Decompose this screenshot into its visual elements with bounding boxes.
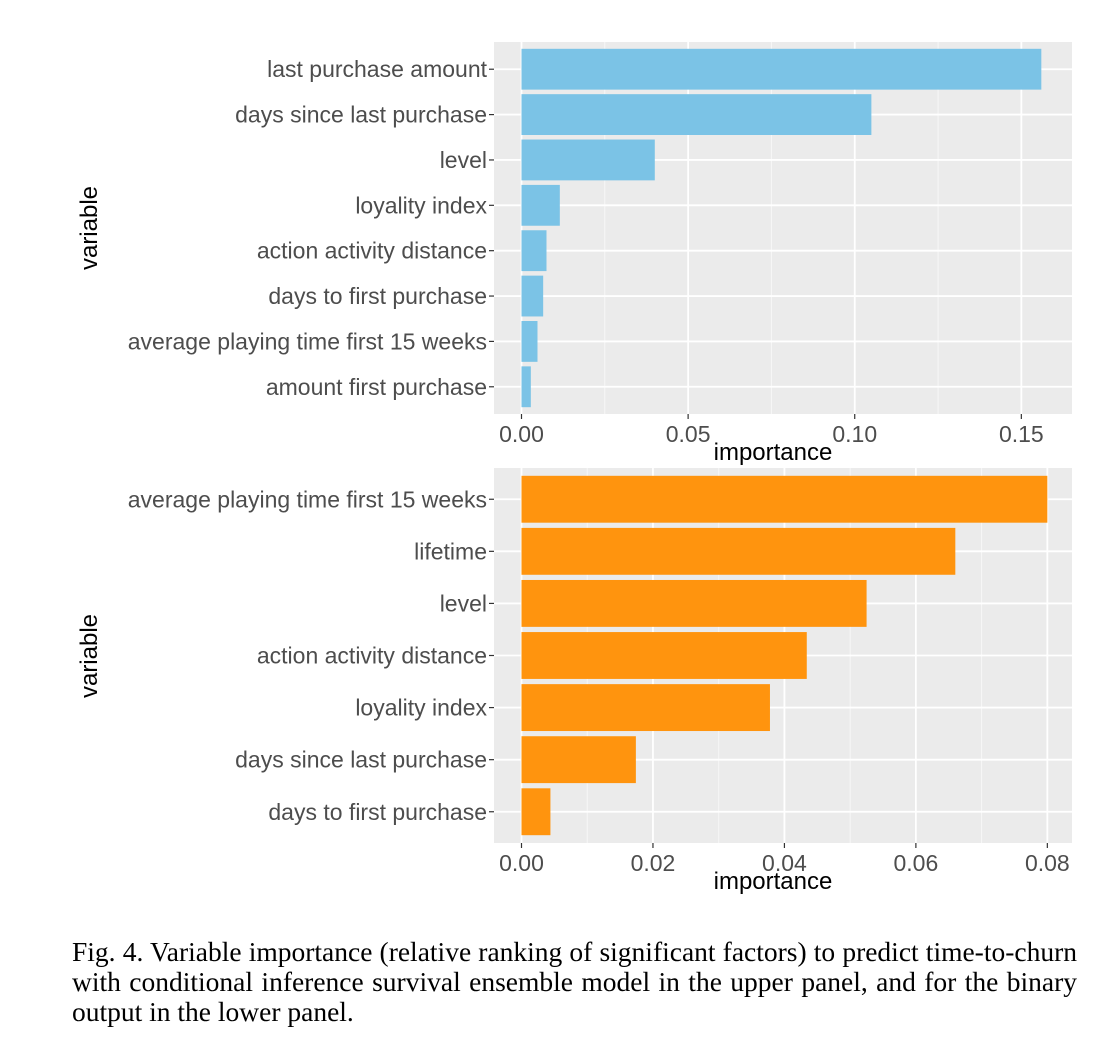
x-tick-label: 0.00 (499, 850, 544, 876)
bar (521, 275, 544, 317)
y-tick-label: average playing time first 15 weeks (128, 328, 487, 354)
x-tick-label: 0.10 (832, 421, 877, 447)
bar (521, 684, 770, 732)
bar (521, 475, 1048, 523)
x-tick-label: 0.15 (999, 421, 1044, 447)
x-tick-label: 0.08 (1025, 850, 1070, 876)
bar (521, 527, 956, 575)
y-tick-label: action activity distance (257, 238, 487, 264)
y-tick-label: days since last purchase (235, 102, 487, 128)
bar (521, 366, 531, 408)
lower-panel-chart: average playing time first 15 weeks lifet… (76, 468, 1072, 895)
y-tick-label: lifetime (414, 538, 487, 564)
x-tick-label: 0.00 (499, 421, 544, 447)
upper-panel-chart: last purchase amount days since last purc… (76, 42, 1072, 466)
y-tick-label: amount first purchase (266, 374, 487, 400)
bar (521, 139, 655, 181)
y-axis-title: variable (76, 186, 103, 270)
y-tick-label: loyality index (355, 695, 487, 721)
bar (521, 736, 636, 784)
bar (521, 184, 560, 226)
figure-caption: Fig. 4. Variable importance (relative ra… (72, 936, 1077, 1027)
bar (521, 788, 551, 836)
x-tick-label: 0.04 (762, 850, 807, 876)
bar (521, 632, 807, 679)
bar (521, 321, 538, 362)
bar (521, 48, 1042, 90)
y-axis-title: variable (76, 614, 103, 698)
bar (521, 94, 872, 135)
x-axis-title: importance (714, 439, 833, 466)
x-tick-label: 0.02 (631, 850, 676, 876)
y-tick-label: action activity distance (257, 643, 487, 669)
y-tick-label: level (440, 590, 487, 616)
y-tick-label: level (440, 147, 487, 173)
y-tick-label: loyality index (355, 192, 487, 218)
bar (521, 230, 547, 272)
x-axis-title: importance (714, 868, 833, 895)
bar (521, 579, 867, 627)
y-tick-label: days to first purchase (268, 283, 487, 309)
y-tick-label: last purchase amount (267, 56, 488, 82)
y-tick-label: average playing time first 15 weeks (128, 486, 487, 512)
y-tick-label: days to first purchase (268, 799, 487, 825)
x-tick-label: 0.05 (666, 421, 711, 447)
x-tick-label: 0.06 (893, 850, 938, 876)
y-tick-label: days since last purchase (235, 747, 487, 773)
